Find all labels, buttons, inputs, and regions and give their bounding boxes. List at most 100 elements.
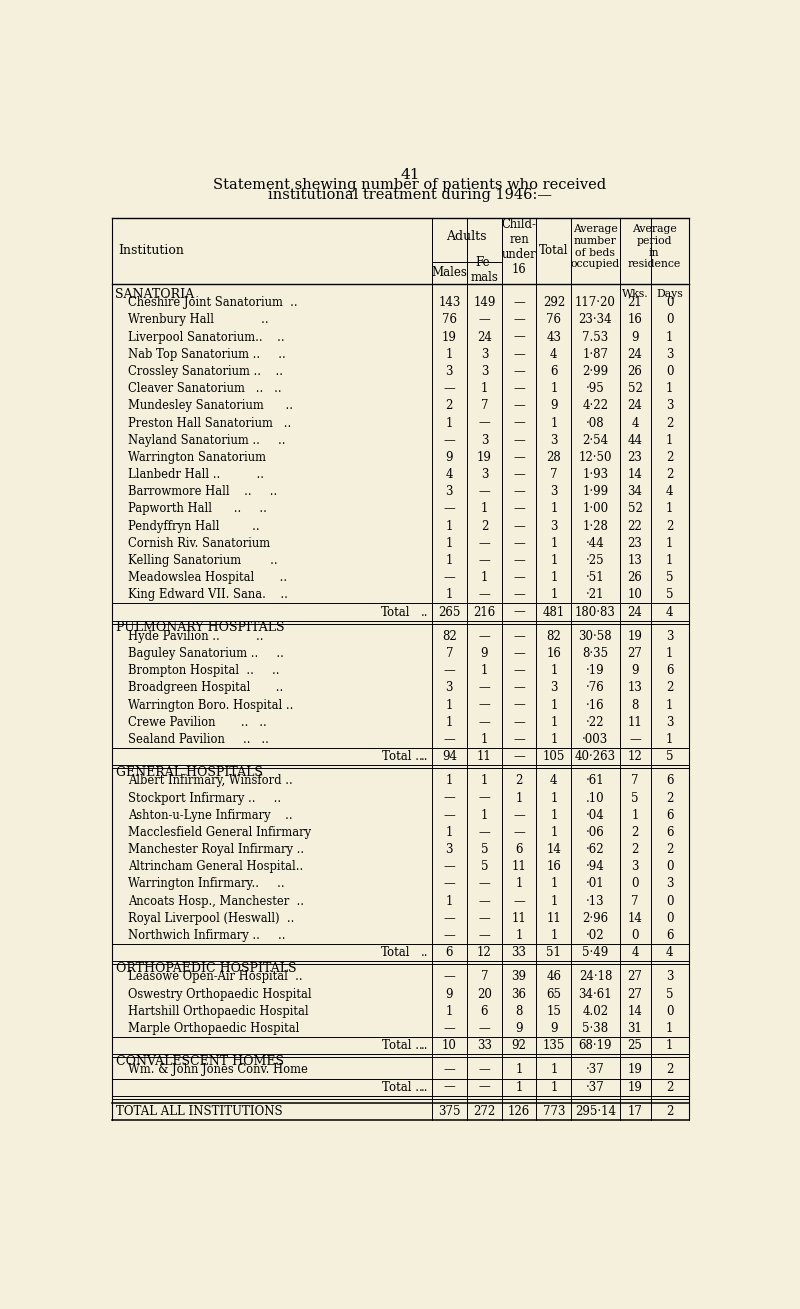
Text: 1: 1 <box>666 1022 674 1035</box>
Text: 52: 52 <box>628 382 642 395</box>
Text: ·22: ·22 <box>586 716 605 729</box>
Text: —: — <box>514 469 525 482</box>
Text: 3: 3 <box>550 486 558 499</box>
Text: 14: 14 <box>628 912 642 925</box>
Text: ·01: ·01 <box>586 877 605 890</box>
Text: 5: 5 <box>666 571 674 584</box>
Text: Wks.: Wks. <box>622 289 648 300</box>
Text: Hartshill Orthopaedic Hospital: Hartshill Orthopaedic Hospital <box>128 1005 309 1018</box>
Text: 2: 2 <box>666 416 674 429</box>
Text: 28: 28 <box>546 450 562 463</box>
Text: 126: 126 <box>508 1105 530 1118</box>
Text: 3: 3 <box>481 433 488 446</box>
Text: 1·99: 1·99 <box>582 486 609 499</box>
Text: —: — <box>443 1022 455 1035</box>
Text: 16: 16 <box>546 860 562 873</box>
Text: —: — <box>478 486 490 499</box>
Text: 1: 1 <box>550 537 558 550</box>
Text: 1·87: 1·87 <box>582 348 608 361</box>
Text: 76: 76 <box>546 313 562 326</box>
Text: —: — <box>514 589 525 601</box>
Text: —: — <box>514 647 525 660</box>
Text: ·61: ·61 <box>586 775 605 787</box>
Text: Nab Top Sanatorium ..     ..: Nab Top Sanatorium .. .. <box>128 348 286 361</box>
Text: 12·50: 12·50 <box>578 450 612 463</box>
Text: 5: 5 <box>666 750 674 763</box>
Text: 82: 82 <box>442 630 457 643</box>
Text: 3: 3 <box>481 365 488 378</box>
Text: 9: 9 <box>481 647 488 660</box>
Text: 3: 3 <box>481 469 488 482</box>
Text: Papworth Hall      ..     ..: Papworth Hall .. .. <box>128 503 266 516</box>
Text: institutional treatment during 1946:—: institutional treatment during 1946:— <box>268 188 552 203</box>
Text: —: — <box>478 630 490 643</box>
Text: —: — <box>514 630 525 643</box>
Text: 20: 20 <box>477 988 492 1000</box>
Text: —: — <box>478 682 490 694</box>
Text: 1: 1 <box>550 664 558 677</box>
Text: —: — <box>478 716 490 729</box>
Text: —: — <box>514 716 525 729</box>
Text: 2: 2 <box>666 520 674 533</box>
Text: 4: 4 <box>446 469 453 482</box>
Text: Cornish Riv. Sanatorium: Cornish Riv. Sanatorium <box>128 537 270 550</box>
Text: Total ..: Total .. <box>382 1039 422 1052</box>
Text: 1: 1 <box>446 894 453 907</box>
Text: 2·96: 2·96 <box>582 912 609 925</box>
Text: —: — <box>478 589 490 601</box>
Text: Warrington Sanatorium: Warrington Sanatorium <box>128 450 266 463</box>
Text: 12: 12 <box>477 946 492 959</box>
Text: 1·00: 1·00 <box>582 503 609 516</box>
Text: 6: 6 <box>515 843 523 856</box>
Text: 7: 7 <box>481 970 488 983</box>
Text: 24: 24 <box>477 331 492 344</box>
Text: 1: 1 <box>481 733 488 746</box>
Text: —: — <box>478 1081 490 1093</box>
Text: 5: 5 <box>481 860 488 873</box>
Text: —: — <box>478 929 490 942</box>
Text: Wm. & John Jones Conv. Home: Wm. & John Jones Conv. Home <box>128 1063 308 1076</box>
Text: —: — <box>514 554 525 567</box>
Text: —: — <box>443 433 455 446</box>
Text: 34: 34 <box>627 486 642 499</box>
Text: 27: 27 <box>628 647 642 660</box>
Text: 1: 1 <box>550 826 558 839</box>
Text: 7: 7 <box>631 775 639 787</box>
Text: 2: 2 <box>446 399 453 412</box>
Text: Warrington Boro. Hospital ..: Warrington Boro. Hospital .. <box>128 699 294 712</box>
Text: 3: 3 <box>446 365 453 378</box>
Text: PULMONARY HOSPITALS: PULMONARY HOSPITALS <box>115 622 284 635</box>
Text: ·37: ·37 <box>586 1081 605 1093</box>
Text: Cheshire Joint Sanatorium  ..: Cheshire Joint Sanatorium .. <box>128 296 298 309</box>
Text: Leasowe Open-Air Hospital  ..: Leasowe Open-Air Hospital .. <box>128 970 302 983</box>
Text: Preston Hall Sanatorium   ..: Preston Hall Sanatorium .. <box>128 416 291 429</box>
Text: —: — <box>514 433 525 446</box>
Text: Ashton-u-Lyne Infirmary    ..: Ashton-u-Lyne Infirmary .. <box>128 809 293 822</box>
Text: 34·61: 34·61 <box>578 988 612 1000</box>
Text: —: — <box>514 809 525 822</box>
Text: 1·93: 1·93 <box>582 469 609 482</box>
Text: 1: 1 <box>515 1063 523 1076</box>
Text: ·37: ·37 <box>586 1063 605 1076</box>
Text: ·44: ·44 <box>586 537 605 550</box>
Text: 1: 1 <box>515 1081 523 1093</box>
Text: —: — <box>514 450 525 463</box>
Text: 11: 11 <box>628 716 642 729</box>
Text: Total: Total <box>381 946 410 959</box>
Text: 4·22: 4·22 <box>582 399 608 412</box>
Text: Warrington Infirmary..     ..: Warrington Infirmary.. .. <box>128 877 285 890</box>
Text: ·76: ·76 <box>586 682 605 694</box>
Text: ..: .. <box>421 750 429 763</box>
Text: 44: 44 <box>627 433 642 446</box>
Text: Hyde Pavilion ..          ..: Hyde Pavilion .. .. <box>128 630 263 643</box>
Text: 1: 1 <box>550 1081 558 1093</box>
Text: 1: 1 <box>446 554 453 567</box>
Text: 4: 4 <box>666 486 674 499</box>
Text: 9: 9 <box>631 331 639 344</box>
Text: 1: 1 <box>446 589 453 601</box>
Text: Brompton Hospital  ..     ..: Brompton Hospital .. .. <box>128 664 279 677</box>
Text: 1: 1 <box>666 433 674 446</box>
Text: Manchester Royal Infirmary ..: Manchester Royal Infirmary .. <box>128 843 304 856</box>
Text: Nayland Sanatorium ..     ..: Nayland Sanatorium .. .. <box>128 433 286 446</box>
Text: Royal Liverpool (Heswall)  ..: Royal Liverpool (Heswall) .. <box>128 912 294 925</box>
